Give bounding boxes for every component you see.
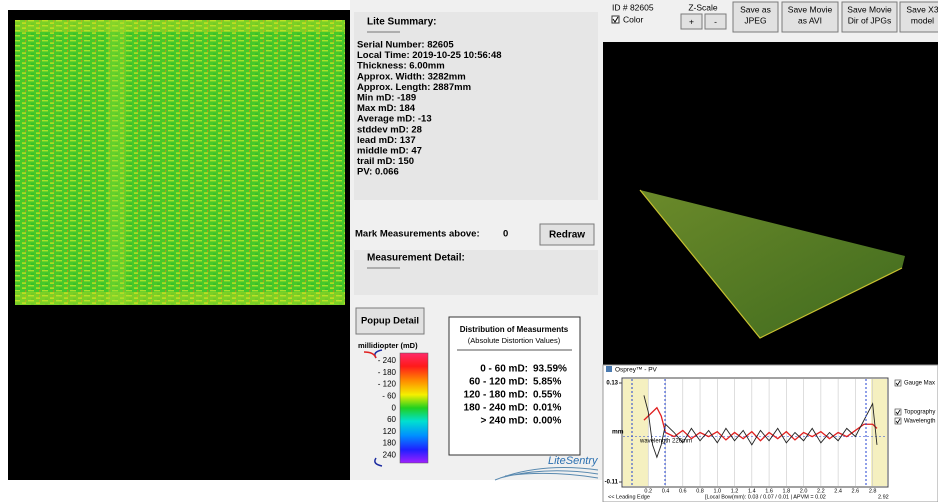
summary-line: Local Time: 2019-10-25 10:56:48	[357, 50, 502, 61]
distribution-value: 5.85%	[533, 377, 561, 388]
option-checkbox[interactable]	[895, 409, 901, 415]
chart-title: Osprey™ - PV	[615, 367, 658, 374]
toolbar-button-label[interactable]: model	[911, 15, 934, 25]
x-tick-label: 2.6	[852, 488, 860, 494]
id-label: ID # 82605	[612, 2, 654, 12]
heatmap-edge	[15, 20, 345, 32]
summary-line: trail mD: 150	[357, 156, 414, 167]
legend-label: 180	[383, 439, 397, 448]
toolbar-button-label[interactable]: Save X3	[906, 4, 938, 14]
distribution-subtitle: (Absolute Distortion Values)	[468, 336, 561, 345]
summary-line: Approx. Length: 2887mm	[357, 82, 471, 93]
footer-left: << Leading Edge	[608, 494, 650, 500]
legend-label: 0	[392, 403, 397, 412]
popup-label[interactable]: Popup Detail	[361, 316, 419, 327]
summary-line: Serial Number: 82605	[357, 40, 454, 51]
wavelength-label: wavelength 226mm	[639, 439, 692, 445]
screen: Lite Summary: Serial Number: 82605Local …	[0, 0, 938, 502]
option-checkbox[interactable]	[895, 380, 901, 386]
edge-zone	[623, 379, 648, 486]
legend-label: - 180	[378, 368, 397, 377]
detail-title: Measurement Detail:	[367, 253, 465, 264]
summary-line: lead mD: 137	[357, 135, 416, 146]
page: Lite Summary: Serial Number: 82605Local …	[0, 0, 938, 502]
zminus-label[interactable]: -	[714, 16, 717, 26]
logo: LiteSentry	[548, 455, 599, 467]
legend-label: 60	[387, 415, 396, 424]
legend-label: - 120	[378, 380, 397, 389]
color-label[interactable]: Color	[623, 14, 643, 24]
distribution-value: 0.01%	[533, 403, 561, 414]
toolbar-button-label[interactable]: Save as	[740, 4, 771, 14]
zscale-label: Z-Scale	[688, 2, 718, 12]
legend-label: 120	[383, 427, 397, 436]
summary-line: Max mD: 184	[357, 103, 416, 114]
y-axis-label: mm	[612, 429, 624, 436]
footer: [Local Bow(mm): 0.03 / 0.07 / 0.01 | APV…	[705, 494, 826, 500]
distribution-value: 0.55%	[533, 390, 561, 401]
distribution-value: 0.00%	[533, 416, 561, 427]
heatmap-edge	[15, 292, 345, 305]
toolbar-button-label[interactable]: Save Movie	[788, 4, 833, 14]
x-tick-label: 0.6	[679, 488, 687, 494]
x-tick-label: 2.8	[869, 488, 877, 494]
legend-title: millidiopter (mD)	[358, 341, 418, 350]
toolbar-button-label[interactable]: as AVI	[798, 15, 822, 25]
mark-label: Mark Measurements above:	[355, 229, 480, 240]
heatmap-band	[108, 20, 126, 305]
legend-label: - 60	[382, 392, 396, 401]
footer-right: 2.92	[878, 494, 889, 500]
x-tick-label: 0.4	[662, 488, 670, 494]
colorbar	[400, 353, 428, 463]
option-label[interactable]: Topography	[904, 410, 935, 416]
toolbar-button-label[interactable]: Dir of JPGs	[848, 15, 891, 25]
edge-zone	[871, 379, 887, 486]
distribution-range: 180 - 240 mD:	[464, 403, 528, 414]
plot-area	[622, 378, 888, 487]
redraw-label[interactable]: Redraw	[549, 230, 585, 241]
zplus-label[interactable]: +	[689, 16, 694, 26]
mark-value[interactable]: 0	[503, 229, 508, 240]
summary-line: stddev mD: 28	[357, 124, 422, 135]
option-checkbox[interactable]	[895, 418, 901, 424]
heatmap	[15, 20, 345, 305]
summary-line: PV: 0.066	[357, 167, 399, 178]
summary-line: Average mD: -13	[357, 114, 432, 125]
x-tick-label: 0.8	[696, 488, 704, 494]
distribution-range: 60 - 120 mD:	[469, 377, 528, 388]
option-label[interactable]: Wavelength	[904, 419, 935, 425]
y-tick-label: -0.11	[605, 480, 619, 486]
distribution-value: 93.59%	[533, 364, 567, 375]
legend-label: 240	[383, 451, 397, 460]
distribution-range: > 240 mD:	[480, 416, 528, 427]
summary-line: Approx. Width: 3282mm	[357, 71, 466, 82]
summary-line: Thickness: 6.00mm	[357, 61, 445, 72]
toolbar-button-label[interactable]: Save Movie	[847, 4, 892, 14]
summary-title: Lite Summary:	[367, 17, 436, 28]
option-label[interactable]: Gauge Max	[904, 381, 935, 387]
summary-line: middle mD: 47	[357, 146, 422, 157]
distribution-title: Distribution of Measurments	[460, 325, 569, 334]
x-tick-label: 2.4	[834, 488, 842, 494]
toolbar-button-label[interactable]: JPEG	[744, 15, 766, 25]
summary-line: Min mD: -189	[357, 93, 416, 104]
window-icon	[606, 366, 612, 372]
distribution-range: 0 - 60 mD:	[480, 364, 528, 375]
y-tick-label: 0.13	[606, 381, 618, 387]
distribution-range: 120 - 180 mD:	[464, 390, 528, 401]
legend-label: - 240	[378, 356, 397, 365]
